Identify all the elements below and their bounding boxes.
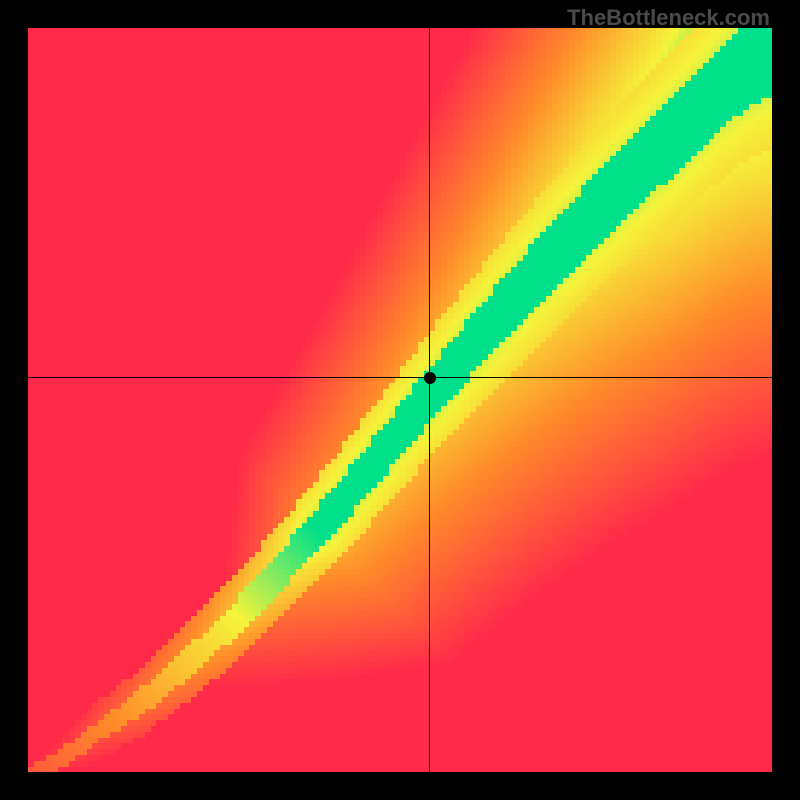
chart-container: { "watermark": { "text": "TheBottleneck.… (0, 0, 800, 800)
watermark-text: TheBottleneck.com (567, 5, 770, 31)
crosshair-horizontal (28, 377, 772, 378)
crosshair-vertical (429, 28, 430, 772)
crosshair-marker (424, 372, 436, 384)
bottleneck-heatmap (28, 28, 772, 772)
